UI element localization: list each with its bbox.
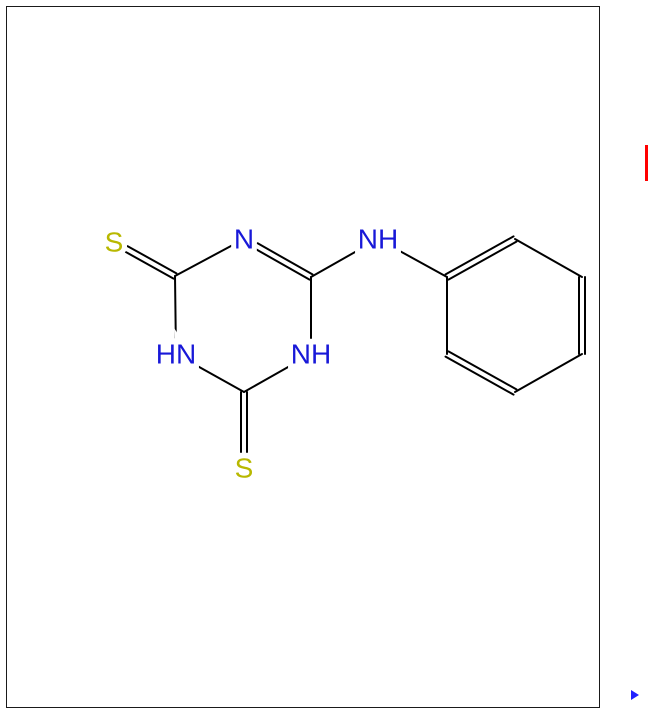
bond (258, 243, 313, 274)
bond (128, 246, 177, 273)
atom-label-NH2: NH (291, 338, 331, 369)
atom-label-NH1: NH (358, 223, 398, 254)
atom-label-S2: S (235, 452, 254, 483)
atom-label-S1: S (105, 226, 124, 257)
bond (515, 239, 582, 277)
bond (175, 246, 232, 276)
bond (515, 354, 582, 392)
bond (446, 236, 514, 274)
bond (175, 276, 176, 338)
bond (255, 249, 310, 280)
bond (197, 366, 244, 392)
molecule-diagram: SSNNNHNHNHNHHNHNSS (0, 0, 649, 721)
bond (448, 351, 516, 389)
bond (399, 251, 447, 277)
bond (125, 251, 174, 278)
bond (446, 357, 514, 395)
play-icon (631, 690, 639, 700)
bond (311, 251, 357, 277)
bond (244, 366, 290, 392)
bond (448, 242, 516, 280)
atom-label-N1: N (234, 223, 254, 254)
atom-label-HN: HN (156, 338, 196, 369)
